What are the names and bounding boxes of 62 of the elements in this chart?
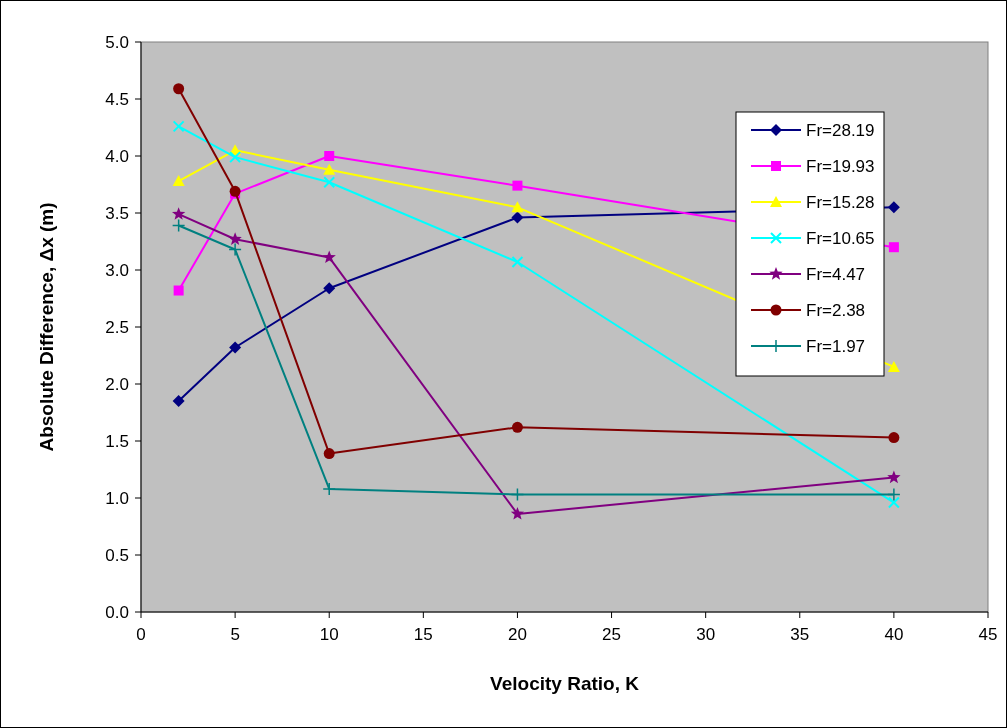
y-tick-label: 3.0 xyxy=(105,260,129,280)
x-tick-label: 10 xyxy=(319,625,339,644)
y-tick-label: 4.5 xyxy=(105,89,129,109)
y-axis-title: Absolute Difference, Δx (m) xyxy=(36,202,57,452)
point xyxy=(887,470,901,484)
legend-label: Fr=4.47 xyxy=(806,264,866,284)
point xyxy=(511,211,524,224)
point xyxy=(511,421,523,433)
point xyxy=(511,201,524,213)
x-tick-label: 0 xyxy=(136,625,146,644)
point xyxy=(322,482,336,496)
point xyxy=(323,448,335,460)
legend-label: Fr=15.28 xyxy=(806,192,875,212)
point xyxy=(228,242,242,257)
legend-label: Fr=19.93 xyxy=(806,156,875,176)
point xyxy=(171,207,186,220)
y-tick-label: 4.0 xyxy=(105,146,129,166)
point xyxy=(888,432,900,444)
legend-label: Fr=2.38 xyxy=(806,300,866,320)
y-tick-label: 3.5 xyxy=(105,203,129,223)
point xyxy=(510,487,525,502)
x-tick-label: 45 xyxy=(978,625,998,644)
y-tick-label: 0.0 xyxy=(105,602,129,622)
point xyxy=(323,163,336,175)
point xyxy=(887,360,900,372)
y-tick-label: 1.5 xyxy=(105,431,129,451)
point xyxy=(173,83,185,95)
point xyxy=(511,256,524,269)
point xyxy=(510,506,525,520)
point xyxy=(323,282,336,295)
x-tick-label: 40 xyxy=(884,625,904,644)
point xyxy=(888,242,899,253)
point xyxy=(172,395,185,408)
x-tick-label: 15 xyxy=(413,625,433,644)
point xyxy=(173,285,184,296)
point xyxy=(229,151,242,164)
point xyxy=(324,151,335,161)
point xyxy=(323,176,336,189)
x-tick-label: 30 xyxy=(696,625,716,644)
point xyxy=(172,175,185,187)
y-tick-label: 1.0 xyxy=(105,488,129,508)
point xyxy=(172,120,185,133)
y-tick-label: 0.5 xyxy=(105,545,129,565)
point xyxy=(887,487,901,502)
point xyxy=(228,232,242,245)
point xyxy=(887,201,900,214)
x-tick-label: 35 xyxy=(790,625,810,644)
legend-label: Fr=10.65 xyxy=(806,228,875,248)
x-axis-title: Velocity Ratio, K xyxy=(490,673,640,694)
point xyxy=(887,496,900,509)
point xyxy=(171,218,186,233)
point xyxy=(512,180,523,191)
x-tick-label: 20 xyxy=(507,625,527,644)
point xyxy=(322,250,336,264)
y-tick-label: 2.5 xyxy=(105,317,129,337)
y-tick-label: 5.0 xyxy=(105,32,129,52)
y-tick-label: 2.0 xyxy=(105,374,129,394)
legend-label: Fr=1.97 xyxy=(806,336,866,356)
legend-label: Fr=28.19 xyxy=(806,120,875,140)
x-tick-label: 5 xyxy=(230,625,240,644)
point xyxy=(229,341,242,354)
x-tick-label: 25 xyxy=(602,625,622,644)
